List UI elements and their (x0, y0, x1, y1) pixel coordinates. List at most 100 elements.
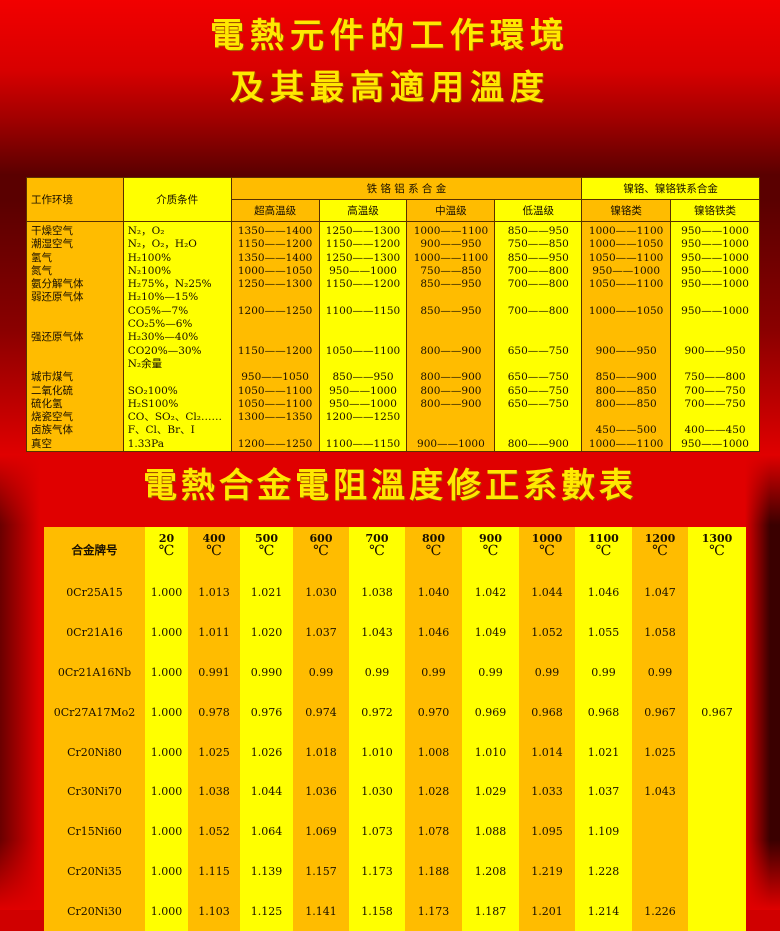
temperature-range-cell: 1050——1100 (230, 384, 320, 398)
header-temp-20: 20 ℃ (145, 527, 188, 573)
coefficient-cell: 1.028 (405, 771, 462, 812)
temperature-range-cell: 650——750 (494, 371, 583, 385)
coefficient-cell: 1.000 (145, 811, 188, 852)
temperature-range-cell (406, 331, 496, 345)
header-medium: 介质条件 (122, 177, 232, 222)
coefficient-cell: 0.970 (405, 692, 462, 733)
temperature-range-cell (230, 424, 320, 438)
coefficient-cell (688, 652, 746, 693)
header-environment: 工作环境 (26, 177, 124, 222)
temperature-range-cell: 1000——1050 (581, 304, 672, 319)
coefficient-cell: 1.021 (575, 732, 632, 772)
coefficient-cell: 1.173 (405, 891, 462, 931)
temperature-range-cell: 850——950 (318, 371, 408, 385)
temperature-range-cell: 400——450 (670, 424, 760, 438)
table-row: CO20%—30% 1150——1200 1050——1100 800——900 650… (26, 344, 760, 358)
environment-cell (26, 357, 124, 372)
coefficient-cell: 1.000 (145, 652, 188, 693)
temperature-range-cell: 900——1000 (406, 437, 496, 452)
temperature-range-cell (318, 424, 408, 438)
environment-cell: 潮湿空气 (26, 238, 124, 252)
temperature-range-cell: 650——750 (494, 384, 583, 398)
alloy-name-cell: Cr20Ni35 (44, 851, 145, 892)
temperature-range-cell: 700——800 (494, 264, 583, 279)
table-row: 硫化氢 H₂S100% 1050——1100 950——1000 800——900 650… (26, 397, 760, 412)
coefficient-cell: 1.014 (519, 732, 575, 772)
coefficient-cell: 1.046 (575, 573, 632, 613)
coefficient-cell: 1.033 (519, 771, 575, 812)
temperature-range-cell: 950——1000 (670, 264, 760, 279)
coefficient-cell: 0.976 (240, 692, 293, 733)
celsius-unit: ℃ (482, 543, 499, 559)
coefficient-cell: 1.049 (462, 612, 519, 653)
temperature-range-cell (406, 424, 496, 438)
title-correction-coefficient: 電熱合金電阻溫度修正系數表 (143, 466, 637, 506)
coefficient-cell: 0.969 (462, 692, 519, 733)
coefficient-cell: 1.052 (519, 612, 575, 653)
subheader-5: 镍铬类 (581, 199, 672, 222)
header-temp-800: 800 ℃ (405, 527, 462, 573)
coefficient-cell: 1.046 (405, 612, 462, 653)
temperature-range-cell: 800——850 (581, 384, 672, 398)
coefficient-cell: 1.214 (575, 891, 632, 931)
coefficient-cell: 1.043 (349, 612, 405, 653)
environment-cell: 城市煤气 (26, 371, 124, 385)
medium-cell: N₂，O₂，H₂O (122, 238, 232, 252)
temperature-range-cell: 1050——1100 (581, 251, 672, 265)
temperature-range-cell: 950——1000 (670, 278, 760, 292)
coefficient-cell: 1.069 (293, 811, 349, 852)
medium-cell: H₂S100% (122, 397, 232, 412)
medium-cell: N₂，O₂ (122, 221, 232, 239)
coefficient-cell: 1.125 (240, 891, 293, 931)
temperature-range-cell: 950——1050 (230, 371, 320, 385)
temperature-range-cell: 700——800 (494, 304, 583, 319)
temperature-range-cell: 850——950 (494, 221, 583, 239)
medium-cell: SO₂100% (122, 384, 232, 398)
subheader-4: 低温级 (494, 199, 583, 222)
temperature-range-cell (406, 318, 496, 332)
coefficient-cell: 1.226 (632, 891, 688, 931)
medium-cell (122, 371, 232, 385)
coefficient-cell: 1.018 (293, 732, 349, 772)
coefficient-cell: 1.025 (188, 732, 240, 772)
coefficient-cell: 1.187 (462, 891, 519, 931)
working-environment-table: 工作环境 介质条件 铁 铬 铝 系 合 金 镍铬、镍铬铁系合金 超高温级 高温级中… (26, 177, 760, 452)
coefficient-cell: 0.967 (688, 692, 746, 733)
temperature-range-cell (670, 331, 760, 345)
celsius-unit: ℃ (709, 543, 725, 559)
temperature-range-cell (581, 411, 672, 425)
coefficient-cell: 1.055 (575, 612, 632, 653)
coefficient-cell: 0.974 (293, 692, 349, 733)
coefficient-cell: 0.968 (519, 692, 575, 733)
header-group-fecral: 铁 铬 铝 系 合 金 (230, 177, 583, 200)
temperature-range-cell: 1250——1300 (230, 278, 320, 292)
temperature-range-cell (670, 411, 760, 425)
coefficient-cell: 1.052 (188, 811, 240, 852)
environment-cell: 干燥空气 (26, 221, 124, 239)
coefficient-cell: 1.030 (293, 573, 349, 613)
table-row: 氮气 N₂100% 1000——1050 950——1000 750——850 700——… (26, 264, 760, 279)
temperature-range-cell (494, 424, 583, 438)
header-temp-1200: 1200 ℃ (632, 527, 688, 573)
temperature-range-cell: 700——800 (494, 278, 583, 292)
alloy-name-cell: Cr20Ni80 (44, 732, 145, 772)
temperature-range-cell: 800——900 (406, 344, 496, 358)
coefficient-cell: 1.037 (575, 771, 632, 812)
temperature-range-cell: 700——750 (670, 384, 760, 398)
table-row: 烧瓷空气 CO、SO₂、Cl₂…… 1300——1350 1200——1250 (26, 411, 760, 425)
medium-cell: H₂100% (122, 251, 232, 265)
coefficient-cell: 0.99 (349, 652, 405, 693)
coefficient-cell: 0.972 (349, 692, 405, 733)
medium-cell: F、Cl、Br、I (122, 424, 232, 438)
table-row: Cr30Ni70 1.000 1.038 1.044 1.036 1.030 1.028 1.… (44, 771, 746, 812)
table-row: 卤族气体 F、Cl、Br、I 450——500 400——450 (26, 424, 760, 438)
coefficient-cell: 1.115 (188, 851, 240, 892)
environment-cell: 强还原气体 (26, 331, 124, 345)
temperature-range-cell (581, 291, 672, 305)
temperature-range-cell (230, 331, 320, 345)
coefficient-cell: 1.000 (145, 851, 188, 892)
celsius-unit: ℃ (425, 543, 442, 559)
temperature-range-cell: 900——950 (670, 344, 760, 358)
coefficient-cell (632, 851, 688, 892)
coefficient-cell: 1.073 (349, 811, 405, 852)
